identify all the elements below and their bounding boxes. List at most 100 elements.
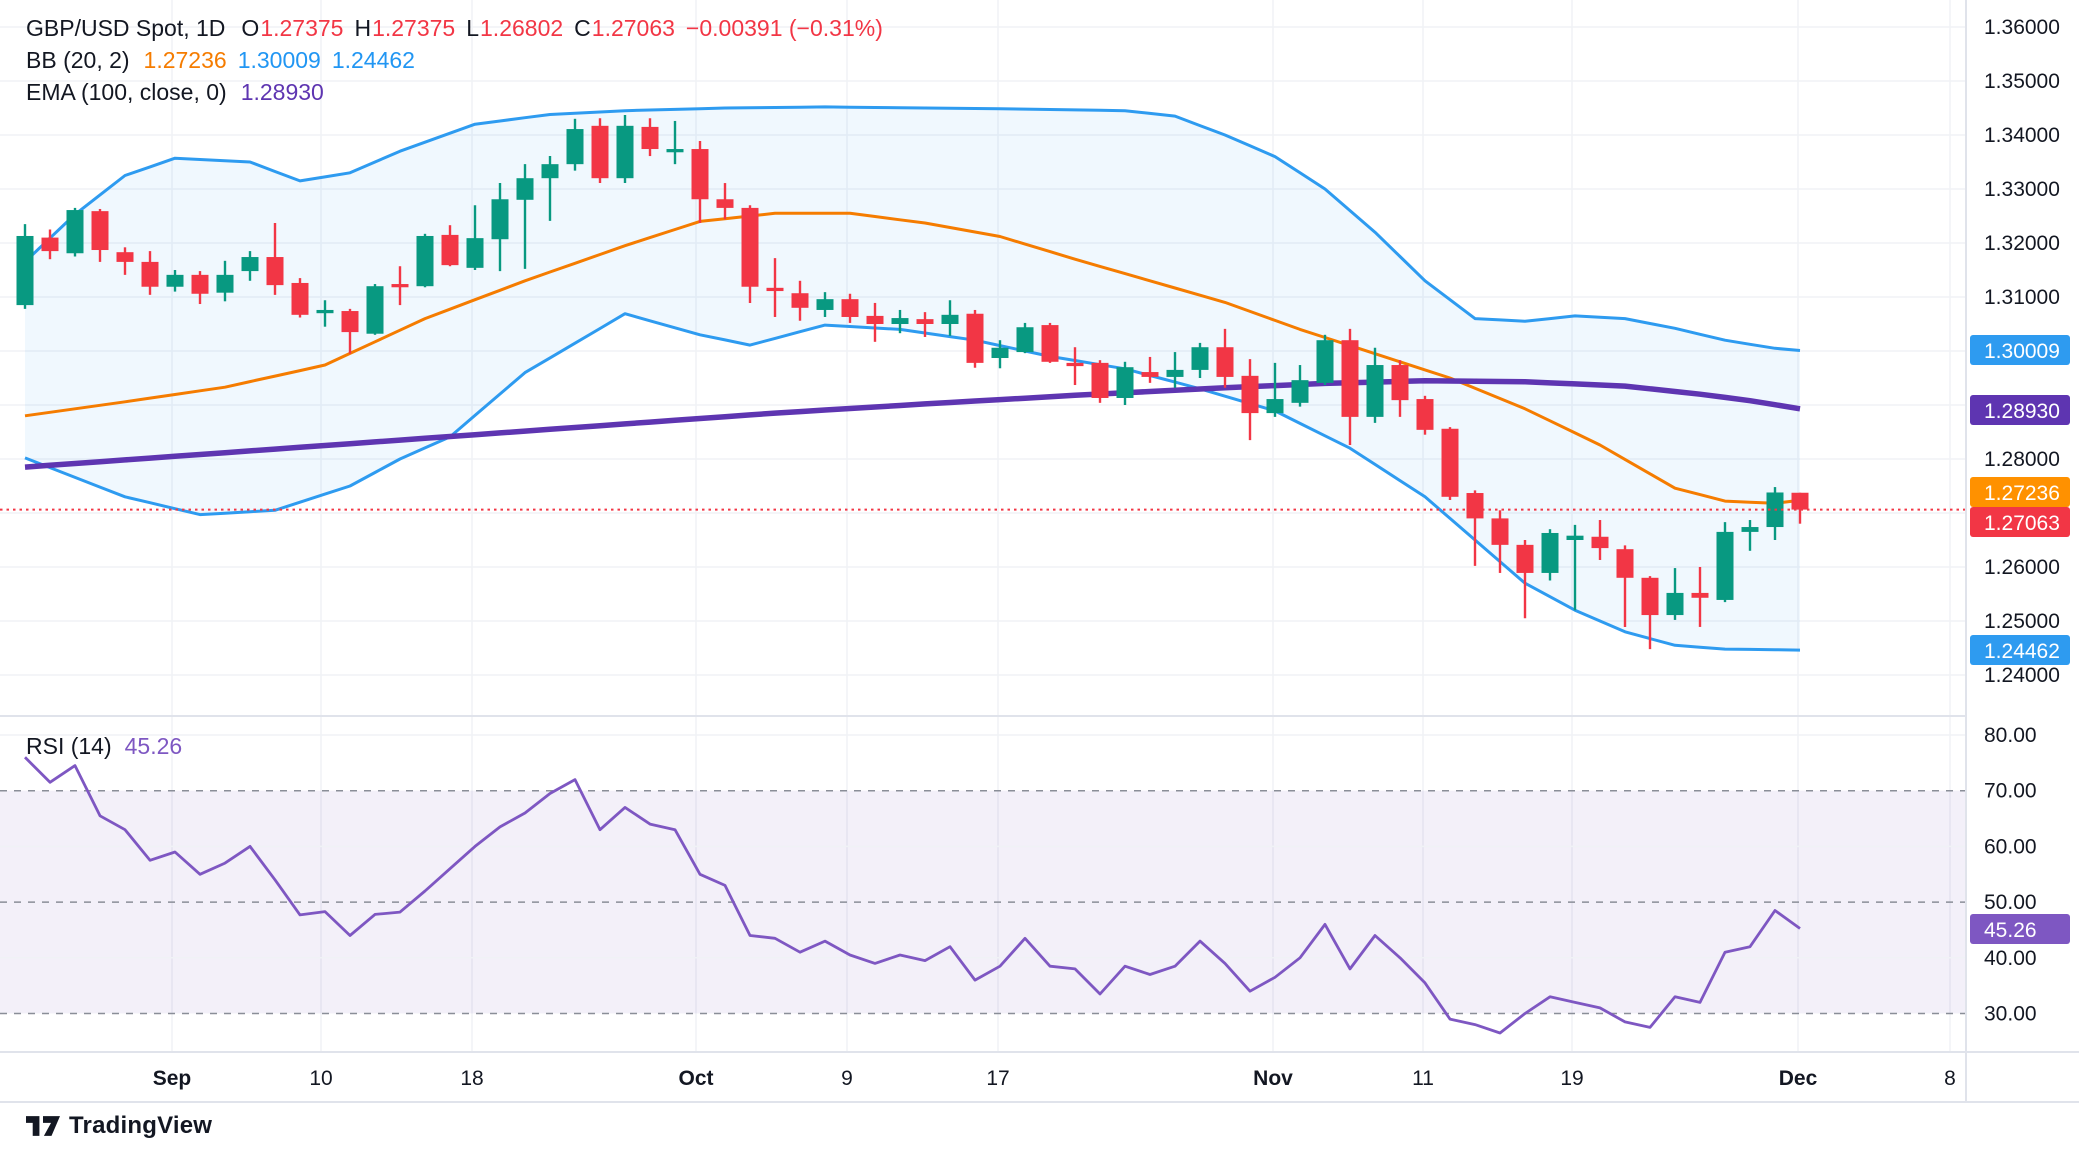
rsi-legend: RSI (14) 45.26 — [26, 733, 182, 760]
price-tick-label: 1.31000 — [1984, 286, 2060, 309]
candle-body — [866, 315, 884, 324]
legend-segment: EMA (100, close, 0) — [26, 79, 227, 105]
bb-lower-line — [24, 312, 1801, 652]
rsi-tick-label: 40.00 — [1984, 947, 2037, 970]
candle-body — [1141, 372, 1159, 377]
candle-body — [791, 293, 809, 308]
candle-body — [1466, 493, 1484, 519]
candle-body — [891, 318, 909, 324]
legend-segment: 1.26802 — [480, 15, 564, 41]
candle-body — [1166, 369, 1184, 377]
candle-body — [466, 238, 484, 268]
bb-upper-badge — [1970, 335, 2070, 365]
legend-symbol-row: GBP/USD Spot, 1D O1.27375 H1.27375 L1.26802… — [26, 12, 883, 44]
candle-body — [1116, 367, 1134, 398]
legend-segment: 45.26 — [124, 733, 183, 759]
legend-segment: 1.27375 — [260, 15, 344, 41]
time-axis-label[interactable]: 10 — [309, 1067, 332, 1090]
time-axis-label[interactable]: Sep — [153, 1067, 192, 1090]
last-price-badge-text: 1.27063 — [1984, 512, 2060, 535]
rsi-badge-text: 45.26 — [1984, 919, 2037, 942]
candle-body — [766, 287, 784, 292]
ema-badge — [1970, 395, 2070, 425]
candle-body — [1341, 340, 1359, 417]
time-axis-label[interactable]: 19 — [1560, 1067, 1583, 1090]
candle-body — [1366, 365, 1384, 417]
candle-body — [616, 125, 634, 179]
legend-rsi-row: RSI (14) 45.26 — [26, 733, 182, 760]
candle-body — [1241, 375, 1259, 414]
legend-segment: H — [354, 15, 372, 41]
time-axis-label[interactable]: Oct — [678, 1067, 713, 1090]
candle-body — [741, 207, 759, 287]
candle-body — [1016, 327, 1034, 353]
tradingview-logo-icon — [26, 1116, 60, 1136]
indicator-legend: GBP/USD Spot, 1D O1.27375 H1.27375 L1.26802… — [26, 12, 883, 108]
candle-body — [416, 235, 434, 287]
candle-body — [1591, 536, 1609, 549]
legend-segment: O — [241, 15, 260, 41]
candle-body — [1541, 532, 1559, 573]
rsi-tick-label: 60.00 — [1984, 835, 2037, 858]
bb-basis-line — [24, 211, 1801, 505]
bb-basis-badge — [1970, 477, 2070, 507]
ema-line — [24, 377, 1801, 470]
time-axis-label[interactable]: 9 — [841, 1067, 853, 1090]
time-axis-label[interactable]: 17 — [986, 1067, 1009, 1090]
legend-segment: −0.00391 (−0.31%) — [685, 15, 883, 41]
candle-body — [366, 286, 384, 334]
ema-badge-text: 1.28930 — [1984, 400, 2060, 423]
price-tick-label: 1.36000 — [1984, 16, 2060, 39]
candle-body — [1616, 549, 1634, 578]
candle-body — [1316, 340, 1334, 383]
rsi-tick-label: 80.00 — [1984, 724, 2037, 747]
rsi-tick-label: 30.00 — [1984, 1003, 2037, 1026]
price-tick-label: 1.25000 — [1984, 610, 2060, 633]
candle-body — [1216, 347, 1234, 377]
candle-body — [1191, 347, 1209, 370]
legend-segment: 1.24462 — [331, 47, 415, 73]
legend-segment: 1.30009 — [237, 47, 321, 73]
candle-body — [1516, 544, 1534, 573]
legend-segment: GBP/USD Spot, 1D — [26, 15, 226, 41]
price-tick-label: 1.33000 — [1984, 178, 2060, 201]
bb-basis-badge-text: 1.27236 — [1984, 482, 2060, 505]
rsi-line — [24, 756, 1801, 1035]
candle-body — [166, 274, 184, 287]
candle-body — [1641, 577, 1659, 616]
candle-body — [116, 252, 134, 262]
legend-segment: C — [574, 15, 591, 41]
candle-body — [491, 199, 509, 240]
candle-body — [1566, 535, 1584, 540]
candle-body — [316, 309, 334, 314]
rsi-tick-label: 50.00 — [1984, 891, 2037, 914]
tradingview-logo-link[interactable]: TradingView — [26, 1112, 212, 1140]
rsi-badge — [1970, 914, 2070, 944]
legend-segment: 1.27236 — [143, 47, 227, 73]
candle-body — [266, 257, 284, 286]
candle-body — [1391, 365, 1409, 401]
bb-lower-badge-text: 1.24462 — [1984, 640, 2060, 663]
legend-segment: 1.28930 — [240, 79, 324, 105]
candle-body — [66, 210, 84, 254]
candle-body — [1416, 399, 1434, 430]
candle-body — [916, 319, 934, 324]
rsi-tick-label: 70.00 — [1984, 780, 2037, 803]
candle-body — [1291, 380, 1309, 403]
candle-body — [1041, 325, 1059, 362]
time-axis-label[interactable]: 8 — [1944, 1067, 1956, 1090]
candle-body — [1716, 531, 1734, 600]
candle-body — [1741, 527, 1759, 532]
time-axis-label[interactable]: 18 — [460, 1067, 483, 1090]
candle-body — [191, 274, 209, 294]
candle-body — [1091, 362, 1109, 398]
legend-segment: RSI (14) — [26, 733, 112, 759]
candle-body — [1066, 362, 1084, 367]
time-axis-label[interactable]: Nov — [1253, 1067, 1293, 1090]
price-tick-label: 1.35000 — [1984, 70, 2060, 93]
time-axis-label[interactable]: Dec — [1779, 1067, 1818, 1090]
price-tick-label: 1.28000 — [1984, 448, 2060, 471]
time-axis-label[interactable]: 11 — [1412, 1067, 1434, 1090]
price-tick-label: 1.34000 — [1984, 124, 2060, 147]
